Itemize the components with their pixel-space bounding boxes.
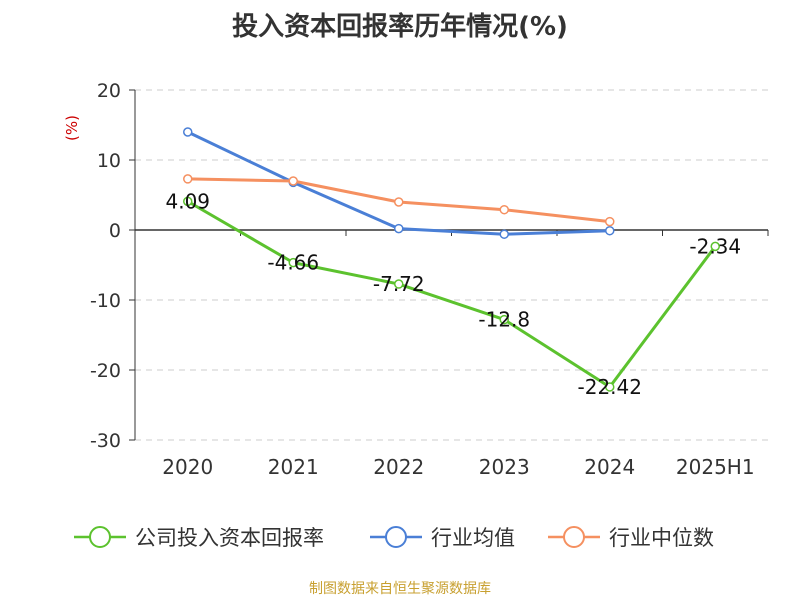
data-point [710,241,720,252]
data-point [288,257,298,268]
y-tick-label: -30 [90,430,121,452]
y-axis-label: (%) [63,115,81,141]
data-point [394,223,404,234]
data-label: -4.66 [267,251,319,275]
x-tick-label: 2021 [268,455,319,479]
source-footer: 制图数据来自恒生聚源数据库 [309,581,491,597]
data-point [605,225,615,236]
data-point [499,229,509,239]
y-tick-label: -20 [90,360,121,382]
data-point [183,174,193,184]
legend-label: 公司投入资本回报率 [135,526,324,550]
data-point [183,127,193,137]
data-point [499,314,509,325]
x-tick-label: 2023 [479,455,530,479]
x-tick-label: 2024 [584,455,635,479]
data-label: 4.09 [165,189,210,213]
data-point [499,204,509,215]
chart-title: 投入资本回报率历年情况(%) [232,12,568,42]
y-tick-label: 0 [109,220,121,242]
legend-marker [89,526,111,548]
y-tick-label: 10 [97,150,121,172]
legend[interactable]: 公司投入资本回报率 行业均值 行业中位数 [74,526,714,550]
x-tick-label: 2020 [162,455,213,479]
data-label: -22.42 [578,375,642,399]
data-label: -7.72 [373,272,425,296]
legend-label: 行业均值 [431,526,515,550]
data-point [394,197,404,207]
series-lines [183,127,720,392]
x-tick-label: 2025H1 [676,455,755,479]
data-point [183,196,193,207]
data-point [605,216,615,227]
grid-lines [135,89,768,441]
data-label: -2.34 [689,234,741,258]
y-tick-label: -10 [90,290,121,312]
series-line [187,130,610,236]
legend-marker [563,526,585,548]
series-line [186,200,717,389]
y-tick-label: 20 [97,80,121,102]
legend-label: 行业中位数 [609,526,714,550]
axes: 20 10 0 -10 -20 -30 2020 2021 2022 2023 2024 2025H1… [63,80,769,479]
data-point [605,382,615,392]
data-point [394,279,404,289]
x-tick-label: 2022 [373,455,424,479]
data-labels: 4.09 -4.66 -7.72 -12.8 -22.42 -2.34 [165,189,741,399]
data-point [288,176,298,186]
data-label: -12.8 [478,308,530,332]
legend-marker [385,526,407,548]
